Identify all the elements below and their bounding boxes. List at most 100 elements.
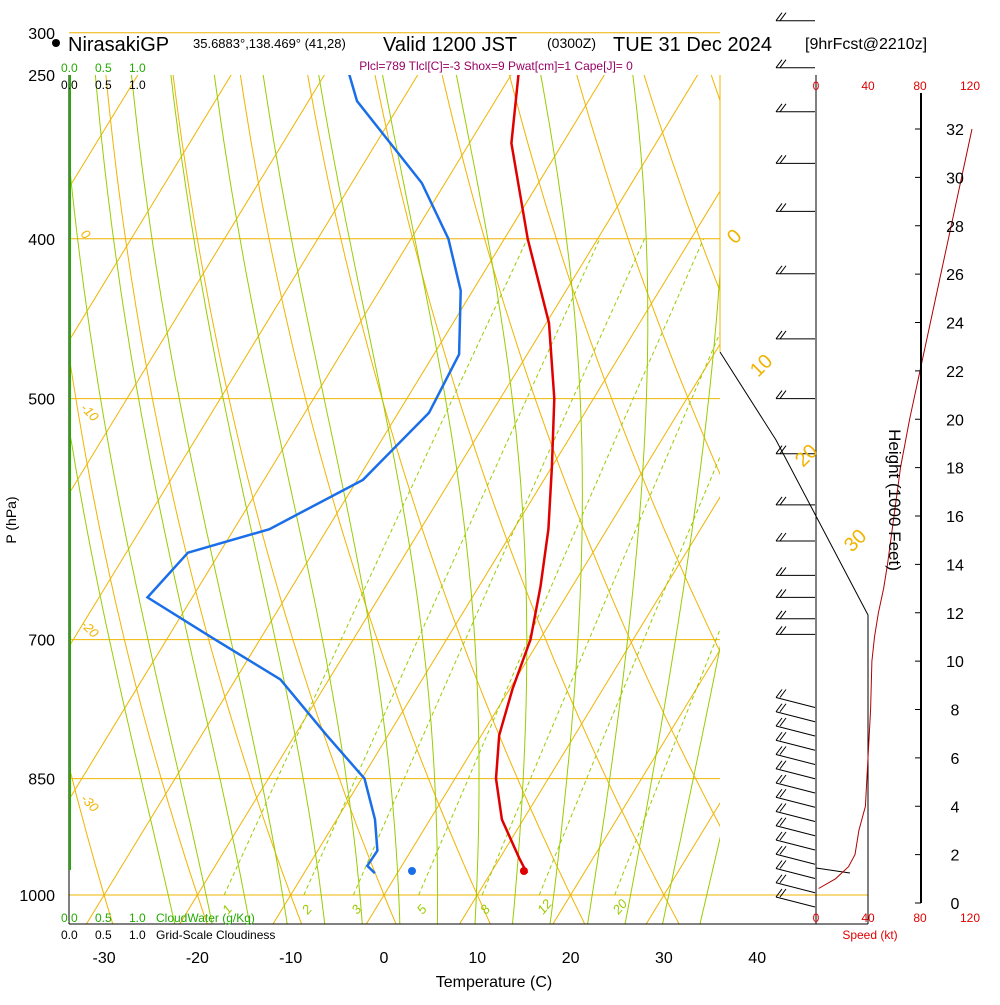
x-axis-label: Temperature (C) <box>436 974 552 991</box>
height-tick-26: 26 <box>946 267 964 284</box>
wind-barb-staff-23 <box>776 783 815 793</box>
moist-adiabat-28 <box>624 0 726 930</box>
isotherm-label--10: -10 <box>78 400 102 424</box>
cloudiness-tick-bottom-0: 0.0 <box>61 928 78 942</box>
speed-tick-bottom-0: 0 <box>813 911 820 925</box>
height-axis-label: Height (1000 Feet) <box>885 429 904 571</box>
height-tick-10: 10 <box>946 654 964 671</box>
moist-adiabat--16 <box>52 0 213 930</box>
temperature-tick-0: 0 <box>380 950 389 967</box>
mixing-ratio-label-3: 3 <box>348 901 365 917</box>
valid-date: TUE 31 Dec 2024 <box>613 34 772 56</box>
isotherm--70 <box>0 0 354 930</box>
isotherm--40 <box>0 0 634 930</box>
speed-axis-label: Speed (kt) <box>842 928 897 942</box>
cloudiness-tick-top-2: 1.0 <box>129 78 146 92</box>
height-tick-32: 32 <box>946 122 964 139</box>
cloudiness-tick-top-1: 0.5 <box>95 78 112 92</box>
wind-panel-boundary <box>720 352 868 924</box>
mixing-ratio-12 <box>539 239 812 895</box>
dry-adiabat-110 <box>837 0 1000 930</box>
height-tick-22: 22 <box>946 364 964 381</box>
isotherm-50 <box>829 0 1000 930</box>
moist-adiabat-0 <box>193 0 362 930</box>
mixing-ratio-2 <box>304 239 600 895</box>
valid-time: Valid 1200 JST <box>383 34 517 56</box>
wind-barb-staff-18 <box>776 712 815 722</box>
dry-adiabat-lines <box>0 0 1000 930</box>
dry-adiabat--30 <box>0 0 115 930</box>
wind-barb-staff-19 <box>776 726 815 736</box>
temperature-tick--10: -10 <box>279 950 302 967</box>
dry-adiabat-label-30: 30 <box>840 525 871 556</box>
moist-adiabat--8 <box>117 0 288 930</box>
pressure-tick-500: 500 <box>28 392 55 409</box>
wind-barb-staff-21 <box>776 755 815 765</box>
utc-time: (0300Z) <box>547 35 596 51</box>
moist-adiabat--12 <box>83 0 250 930</box>
speed-tick-bottom-2: 80 <box>913 911 927 925</box>
speed-tick-bottom-1: 40 <box>861 911 875 925</box>
mixing-ratio-1 <box>224 239 527 895</box>
temperature-tick--30: -30 <box>93 950 116 967</box>
moist-adiabat-8 <box>290 0 438 930</box>
cloud-water-tick-bottom-1: 0.5 <box>95 911 112 925</box>
temperature-tick-40: 40 <box>748 950 766 967</box>
height-tick-8: 8 <box>951 703 960 720</box>
pressure-tick-250: 250 <box>28 68 55 85</box>
cloud-water-label: CloudWater (g/Kg) <box>156 911 255 925</box>
cloud-water-tick-top-0: 0.0 <box>61 61 78 75</box>
cloudiness-tick-top-0: 0.0 <box>61 78 78 92</box>
wind-barb-staff-29 <box>776 869 815 879</box>
station-coords: 35.6883°,138.469° (41,28) <box>193 36 346 51</box>
isotherm-label--20: -20 <box>78 617 102 641</box>
pressure-tick-1000: 1000 <box>19 888 55 905</box>
cloudiness-tick-bottom-2: 1.0 <box>129 928 146 942</box>
moist-adiabat-4 <box>239 0 401 930</box>
moist-adiabat--20 <box>23 0 176 930</box>
y-axis-label: P (hPa) <box>3 496 19 543</box>
pressure-tick-850: 850 <box>28 772 55 789</box>
temperature-tick--20: -20 <box>186 950 209 967</box>
height-tick-14: 14 <box>946 557 964 574</box>
isotherm-label--30: -30 <box>78 791 102 815</box>
isotherm-10 <box>456 0 1000 930</box>
height-tick-4: 4 <box>951 799 960 816</box>
temperature-profile <box>496 0 565 873</box>
pressure-tick-400: 400 <box>28 232 55 249</box>
wind-barb-staff-31 <box>776 897 815 907</box>
temperature-tick-20: 20 <box>562 950 580 967</box>
cloud-water-tick-top-1: 0.5 <box>95 61 112 75</box>
mixing-ratio-5 <box>419 239 704 895</box>
height-tick-28: 28 <box>946 219 964 236</box>
isotherm--80 <box>0 0 261 930</box>
wind-barb-staff-26 <box>776 826 815 836</box>
mixing-ratio-label-20: 20 <box>609 896 631 918</box>
moist-adiabat--4 <box>153 0 325 930</box>
dry-adiabat-label-10: 10 <box>746 350 777 381</box>
surface-dewpoint-marker <box>408 867 416 875</box>
height-tick-30: 30 <box>946 170 964 187</box>
height-tick-24: 24 <box>946 316 964 333</box>
height-tick-20: 20 <box>946 412 964 429</box>
isotherm-label-0: 0 <box>78 226 94 242</box>
pressure-tick-300: 300 <box>28 26 55 43</box>
cloud-water-tick-bottom-2: 1.0 <box>129 911 146 925</box>
cloudiness-label: Grid-Scale Cloudiness <box>156 928 275 942</box>
mixing-ratio-label-12: 12 <box>534 896 555 917</box>
isotherm--100 <box>0 0 74 930</box>
wind-barb-staff-28 <box>776 854 815 864</box>
wind-barb-staff-27 <box>776 840 815 850</box>
stability-indices: Plcl=789 Tlcl[C]=-3 Shox=9 Pwat[cm]=1 Ca… <box>359 59 633 73</box>
speed-tick-top-3: 120 <box>960 79 980 93</box>
height-tick-0: 0 <box>951 896 960 913</box>
wind-barb-staff-22 <box>776 769 815 779</box>
wind-barb-staff-24 <box>776 797 815 807</box>
height-tick-16: 16 <box>946 509 964 526</box>
cloud-water-tick-top-2: 1.0 <box>129 61 146 75</box>
wind-barb-staff-20 <box>776 740 815 750</box>
